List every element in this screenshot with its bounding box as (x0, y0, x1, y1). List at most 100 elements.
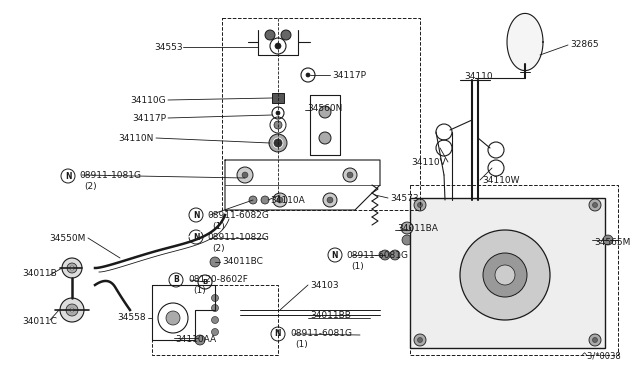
Circle shape (319, 132, 331, 144)
Text: (2): (2) (84, 182, 97, 190)
Circle shape (276, 111, 280, 115)
Text: 34117P: 34117P (332, 71, 366, 80)
Circle shape (483, 253, 527, 297)
Text: 34117P: 34117P (132, 113, 166, 122)
Text: 08911-6082G: 08911-6082G (207, 211, 269, 219)
Text: 34553: 34553 (154, 42, 183, 51)
Circle shape (328, 248, 342, 262)
Circle shape (603, 235, 613, 245)
Text: N: N (65, 171, 71, 180)
Circle shape (402, 223, 412, 233)
Circle shape (242, 172, 248, 178)
Text: 34573: 34573 (390, 193, 419, 202)
Circle shape (380, 250, 390, 260)
Text: 34110V: 34110V (412, 157, 446, 167)
Text: B: B (173, 276, 179, 285)
Text: (2): (2) (212, 244, 225, 253)
Circle shape (70, 308, 74, 312)
Circle shape (343, 168, 357, 182)
Text: B: B (202, 279, 207, 285)
Text: ^3/*0038: ^3/*0038 (580, 352, 621, 360)
Text: 08911-1082G: 08911-1082G (207, 232, 269, 241)
Text: N: N (193, 232, 199, 241)
Circle shape (273, 193, 287, 207)
Circle shape (189, 208, 203, 222)
Text: 08120-8602F: 08120-8602F (188, 276, 248, 285)
Text: N: N (193, 211, 199, 219)
Circle shape (347, 172, 353, 178)
Text: 34110: 34110 (464, 71, 493, 80)
Circle shape (402, 235, 412, 245)
Circle shape (414, 199, 426, 211)
Text: 34550M: 34550M (50, 234, 86, 243)
Circle shape (327, 197, 333, 203)
Text: 34110AA: 34110AA (175, 336, 216, 344)
Text: 34103: 34103 (310, 280, 339, 289)
Circle shape (589, 199, 601, 211)
Text: 34565M: 34565M (594, 237, 630, 247)
Text: 34011BA: 34011BA (397, 224, 438, 232)
Circle shape (237, 167, 253, 183)
Circle shape (274, 139, 282, 147)
Text: 34110W: 34110W (482, 176, 520, 185)
Text: N: N (275, 330, 281, 339)
Bar (272, 93, 284, 103)
Circle shape (211, 328, 218, 336)
Circle shape (323, 193, 337, 207)
Circle shape (460, 230, 550, 320)
Text: 34560N: 34560N (307, 103, 342, 112)
Text: 34011BC: 34011BC (222, 257, 263, 266)
Circle shape (593, 202, 598, 208)
Circle shape (166, 311, 180, 325)
Text: 08911-6081G: 08911-6081G (290, 330, 352, 339)
Text: 08911-1081G: 08911-1081G (79, 170, 141, 180)
Bar (410, 198, 605, 348)
Circle shape (495, 265, 515, 285)
Circle shape (61, 169, 75, 183)
Circle shape (195, 335, 205, 345)
Text: 32865: 32865 (570, 39, 598, 48)
Circle shape (306, 73, 310, 77)
Text: 34110G: 34110G (131, 96, 166, 105)
Circle shape (593, 337, 598, 343)
Circle shape (275, 43, 281, 49)
Circle shape (265, 30, 275, 40)
Circle shape (417, 202, 422, 208)
Circle shape (281, 30, 291, 40)
Text: (1): (1) (295, 340, 308, 350)
Circle shape (189, 230, 203, 244)
Circle shape (67, 263, 77, 273)
Circle shape (198, 275, 212, 289)
Circle shape (249, 196, 257, 204)
Text: (1): (1) (193, 286, 205, 295)
Text: 34110N: 34110N (118, 134, 154, 142)
Circle shape (211, 317, 218, 324)
Circle shape (589, 334, 601, 346)
Circle shape (62, 258, 82, 278)
Circle shape (60, 298, 84, 322)
Text: 34011C: 34011C (22, 317, 57, 327)
Circle shape (210, 257, 220, 267)
Circle shape (66, 304, 78, 316)
Polygon shape (507, 13, 543, 71)
Text: N: N (332, 250, 339, 260)
Text: 34558: 34558 (117, 314, 146, 323)
Text: 34110A: 34110A (270, 196, 305, 205)
Circle shape (211, 305, 218, 311)
Circle shape (390, 250, 400, 260)
Text: 08911-6081G: 08911-6081G (346, 250, 408, 260)
Circle shape (271, 327, 285, 341)
Circle shape (261, 196, 269, 204)
Text: (1): (1) (212, 221, 225, 231)
Circle shape (414, 334, 426, 346)
Circle shape (417, 337, 422, 343)
Circle shape (269, 134, 287, 152)
Text: 34011BB: 34011BB (310, 311, 351, 320)
Circle shape (319, 106, 331, 118)
Circle shape (70, 266, 74, 270)
Text: (1): (1) (351, 262, 364, 270)
Text: 34011B: 34011B (22, 269, 57, 278)
Circle shape (274, 121, 282, 129)
Circle shape (401, 222, 413, 234)
Circle shape (277, 197, 283, 203)
